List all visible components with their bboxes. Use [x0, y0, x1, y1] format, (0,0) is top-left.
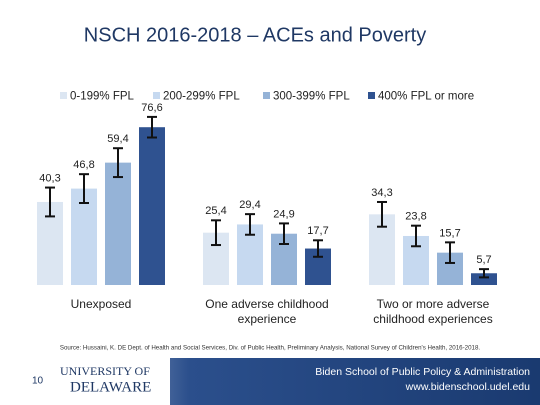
value-label: 17,7	[307, 225, 328, 237]
value-label: 34,3	[371, 187, 392, 199]
legend-swatch	[368, 92, 375, 99]
x-tick-label: Two or more adverse childhood experience…	[373, 297, 493, 326]
value-label: 40,3	[39, 172, 60, 184]
logo-bottom: DELAWARE	[70, 379, 151, 395]
legend-label: 0-199% FPL	[70, 91, 135, 103]
bar	[105, 162, 131, 285]
value-label: 23,8	[405, 211, 426, 223]
legend-swatch	[263, 92, 270, 99]
value-label: 46,8	[73, 159, 94, 171]
source: Source: Hussaini, K. DE Dept. of Health …	[60, 345, 481, 352]
school-name: Biden School of Public Policy & Administ…	[315, 366, 530, 378]
legend-label: 400% FPL or more	[378, 91, 474, 103]
school-url: www.bidenschool.udel.edu	[405, 381, 530, 393]
value-label: 24,9	[273, 208, 294, 220]
logo-area	[0, 358, 170, 405]
logo-top: UNIVERSITY OF	[60, 364, 150, 378]
legend-label: 300-399% FPL	[273, 91, 350, 103]
x-tick-label: One adverse childhood experience	[205, 297, 329, 326]
legend-swatch	[153, 92, 160, 99]
bar	[471, 273, 497, 285]
legend-label: 200-299% FPL	[163, 91, 240, 103]
bar	[139, 127, 165, 285]
x-tick-label: Unexposed	[70, 297, 132, 311]
value-label: 25,4	[205, 205, 226, 217]
value-label: 15,7	[439, 227, 460, 239]
value-label: 5,7	[476, 254, 491, 266]
page-number: 10	[32, 376, 44, 387]
value-label: 29,4	[239, 199, 260, 211]
legend-swatch	[60, 92, 67, 99]
chart-title: NSCH 2016-2018 – ACEs and Poverty	[84, 24, 426, 46]
bar	[71, 188, 97, 285]
value-label: 76,6	[141, 102, 162, 114]
value-label: 59,4	[107, 133, 128, 145]
